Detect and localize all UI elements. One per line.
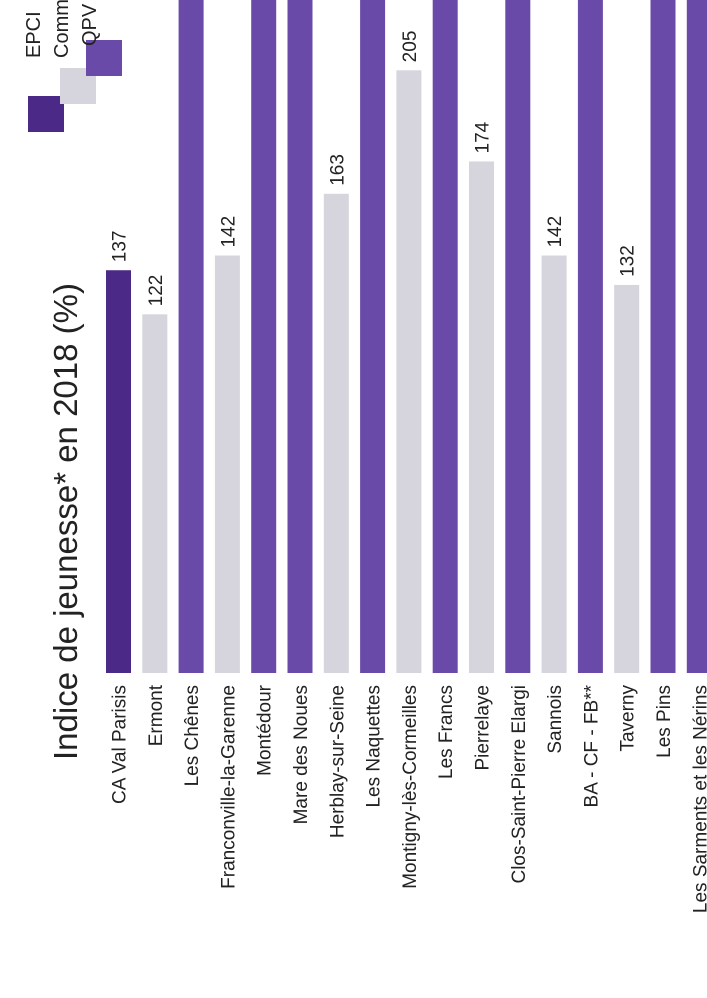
value-label: 137 <box>110 231 131 263</box>
category-label: CA Val Parisis <box>110 685 131 804</box>
legend-label: QPV <box>79 3 101 46</box>
value-label: 142 <box>218 216 239 248</box>
category-label: Les Francs <box>436 685 457 779</box>
bar <box>287 0 313 673</box>
legend-swatch <box>28 96 64 132</box>
category-label: Sannois <box>545 685 566 754</box>
category-label: Franconville-la-Garenne <box>218 685 239 889</box>
bar <box>360 0 386 673</box>
category-label: Montédour <box>255 684 276 776</box>
category-label: Taverny <box>618 685 639 752</box>
legend-swatch <box>86 40 122 76</box>
category-label: Montigny-lès-Cormeilles <box>400 685 421 889</box>
legend-label: Commune <box>51 0 73 58</box>
bar <box>469 161 494 673</box>
category-label: Mare des Noues <box>291 685 312 824</box>
legend: EPCI Commune QPV <box>23 0 122 132</box>
legend-label: EPCI <box>23 11 45 58</box>
category-label: Clos-Saint-Pierre Elargi <box>509 685 530 884</box>
rotated-chart-group: Indice de jeunesse* en 2018 (%) EPCI Comm… <box>23 0 707 913</box>
value-label: 163 <box>327 154 348 186</box>
bar <box>323 193 349 673</box>
value-label: 205 <box>400 31 421 63</box>
bar <box>214 255 240 673</box>
value-label: 122 <box>146 275 167 307</box>
category-label: Les Chênes <box>182 685 203 786</box>
bars <box>106 0 707 673</box>
category-label: BA - CF - FB** <box>581 684 602 807</box>
value-label: 132 <box>618 245 639 277</box>
category-label: Les Sarments et les Nérins <box>690 685 707 913</box>
legend-swatch <box>60 68 96 104</box>
bar <box>505 0 531 673</box>
bar <box>686 0 707 673</box>
bar <box>650 0 676 673</box>
chart-title: Indice de jeunesse* en 2018 (%) <box>47 283 84 760</box>
category-label: Herblay-sur-Seine <box>327 685 348 838</box>
category-label: Les Pins <box>654 685 675 758</box>
bar <box>396 70 422 673</box>
bar <box>251 0 277 673</box>
bar <box>614 284 640 673</box>
bar <box>178 0 204 673</box>
category-label: Pierrelaye <box>473 685 494 771</box>
bar <box>541 255 567 673</box>
value-label: 142 <box>545 216 566 248</box>
bar <box>432 0 458 673</box>
category-labels: CA Val Parisis Ermont Les Chênes Franconvil… <box>110 684 707 913</box>
category-label: Les Naquettes <box>364 685 385 808</box>
category-label: Ermont <box>146 684 167 746</box>
value-labels: 1371222601422402301633502053101742901422… <box>110 31 639 307</box>
bar <box>142 314 168 673</box>
bar <box>577 0 603 673</box>
value-label: 174 <box>473 121 494 153</box>
bar <box>106 270 131 673</box>
